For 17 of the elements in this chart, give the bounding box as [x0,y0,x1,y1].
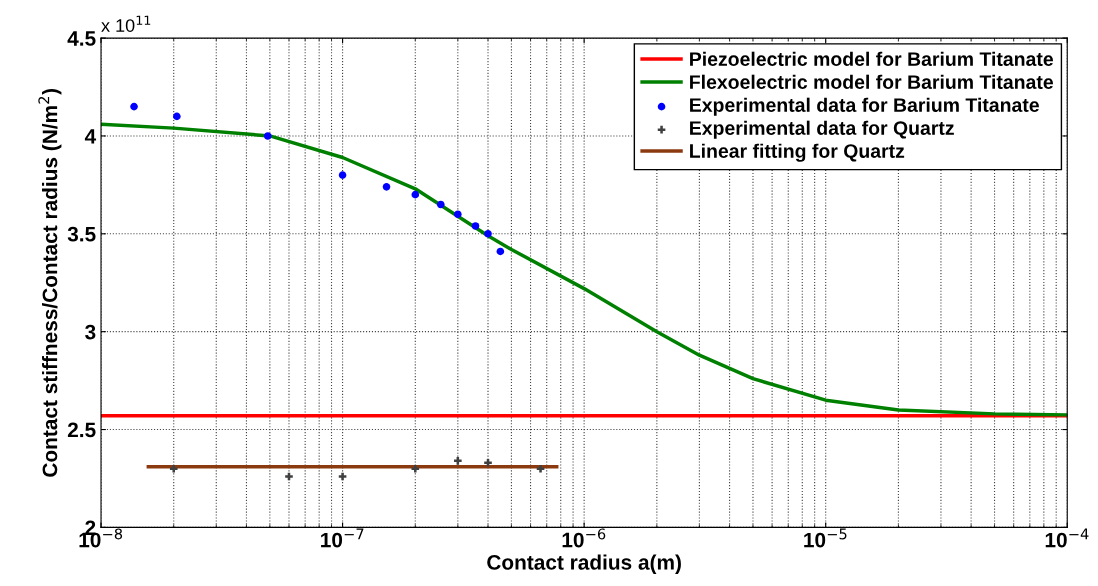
legend-label: Linear fitting for Quartz [690,143,905,162]
x-tick-label: 10$^{−5}$ [804,528,847,548]
x-axis-title: Contact radius a(m) [487,554,681,574]
text: x 10$^{11}$ [101,15,151,32]
legend-label: Flexoelectric model for Barium Titanate [690,74,1053,89]
x-tick-label: 10$^{−7}$ [321,528,364,548]
legend-label: Experimental data for Barium Titanate [690,97,1039,116]
y-tick-label: 4 [84,129,97,144]
x-tick-label: 10$^{−4}$ [1045,528,1089,548]
y-tick-label: 3.5 [67,226,96,242]
x-tick-label: 10$^{−6}$ [562,528,606,548]
legend-label: Piezoelectric model for Barium Titanate [690,51,1053,66]
legend-label: Experimental data for Quartz [690,120,954,139]
y-tick-label: 2.5 [67,422,96,438]
y-tick-label: 4.5 [67,31,96,46]
y-axis-title: Contact stiffness/Contact radius (N/m$^{2}$) [38,88,62,477]
y-tick-label: 3 [85,324,96,340]
